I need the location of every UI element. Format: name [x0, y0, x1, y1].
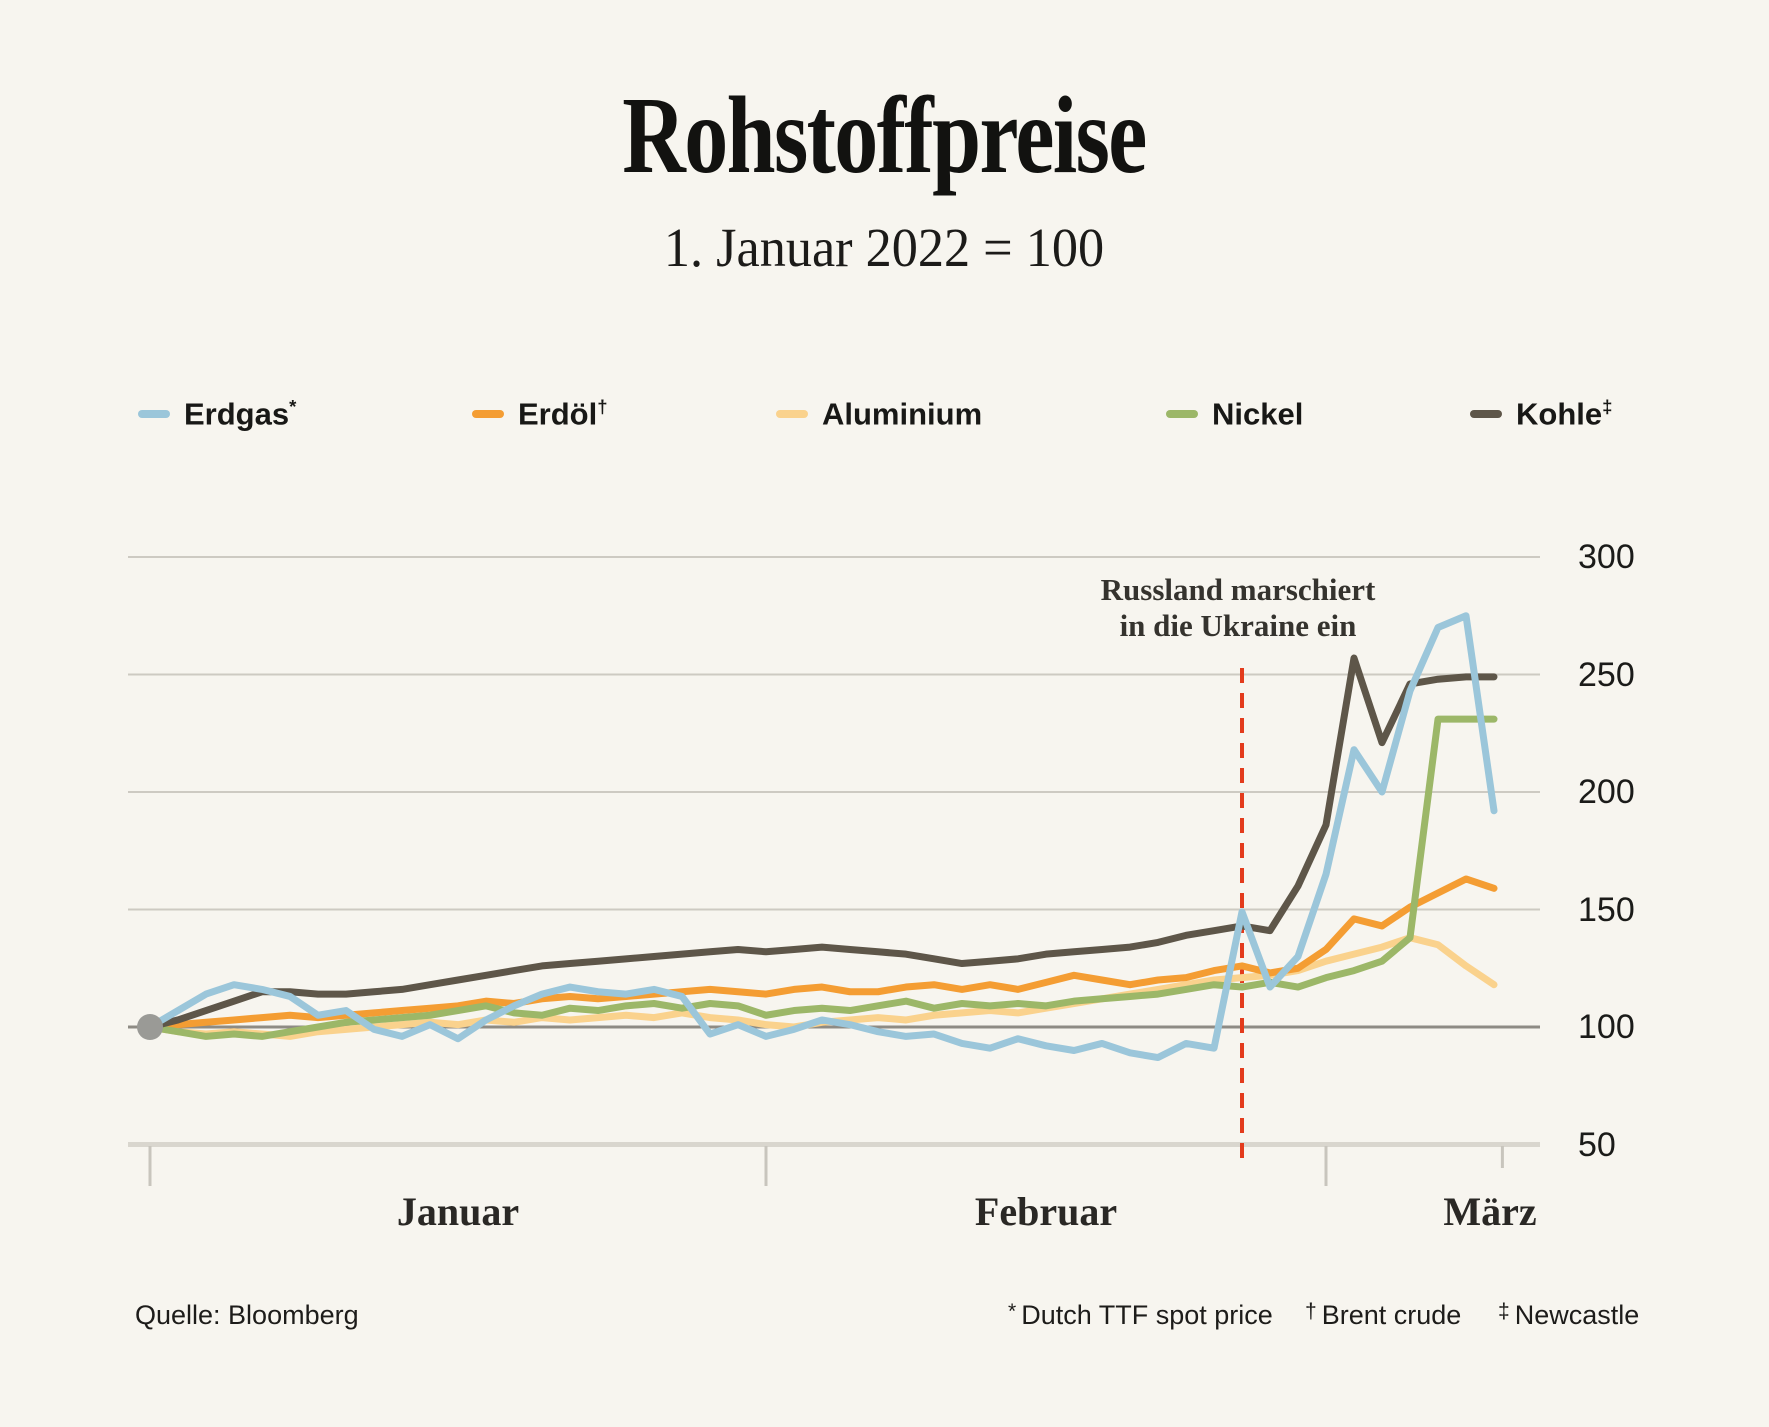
y-axis-label-150: 150: [1578, 890, 1635, 929]
y-axis-label-250: 250: [1578, 655, 1635, 694]
page-title: Rohstoffpreise: [622, 74, 1147, 196]
legend-label: Kohle‡: [1516, 396, 1613, 432]
x-axis-label-januar: Januar: [396, 1189, 520, 1234]
legend-item-erdoel: Erdöl†: [472, 396, 608, 432]
erdgas-swatch-icon: [138, 410, 170, 419]
legend-label: Erdöl†: [518, 396, 608, 432]
kohle-swatch-icon: [1470, 410, 1502, 419]
legend-item-nickel: Nickel: [1166, 396, 1303, 432]
legend-label: Erdgas*: [184, 396, 297, 432]
legend-label: Aluminium: [822, 396, 983, 432]
legend-label: Nickel: [1212, 396, 1304, 432]
legend-item-erdgas: Erdgas*: [138, 396, 296, 432]
x-axis-label-maerz: März: [1443, 1189, 1537, 1234]
erdoel-swatch-icon: [472, 410, 504, 419]
footnote-newcastle: ‡ Newcastle: [1498, 1300, 1640, 1330]
event-annotation: Russland marschiert in die Ukraine ein: [1100, 572, 1376, 643]
nickel-swatch-icon: [1166, 410, 1198, 419]
page-subtitle: 1. Januar 2022 = 100: [663, 217, 1105, 278]
x-axis-label-februar: Februar: [974, 1189, 1118, 1234]
y-axis-label-200: 200: [1578, 773, 1635, 811]
y-axis-label-300: 300: [1578, 538, 1635, 576]
footnote-brent: † Brent crude: [1305, 1300, 1462, 1330]
y-axis-label-100: 100: [1578, 1008, 1635, 1046]
legend-item-kohle: Kohle‡: [1470, 396, 1612, 432]
footnote-ttf: * Dutch TTF spot price: [1008, 1300, 1273, 1330]
aluminium-swatch-icon: [776, 410, 808, 419]
legend-item-aluminium: Aluminium: [776, 396, 982, 432]
source-credit: Quelle: Bloomberg: [135, 1300, 359, 1330]
y-axis-label-50: 50: [1578, 1125, 1616, 1164]
